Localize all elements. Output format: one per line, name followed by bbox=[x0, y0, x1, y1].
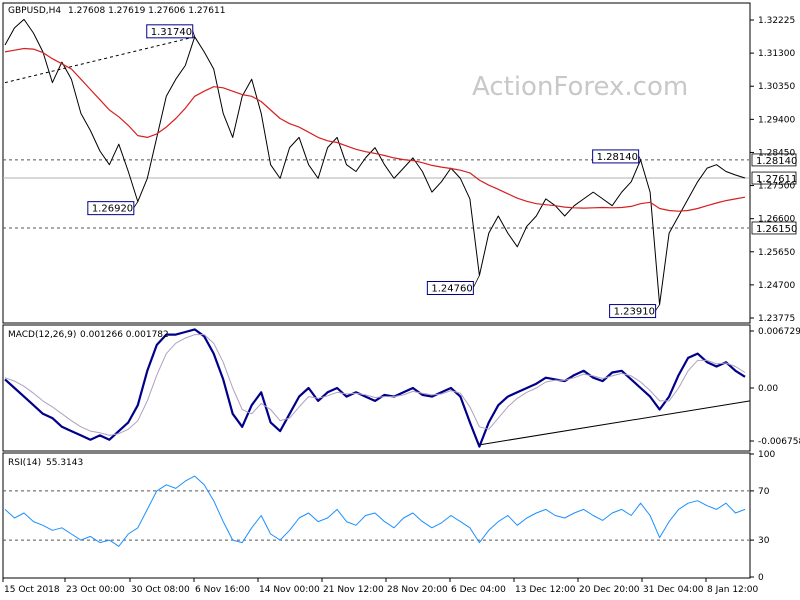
price-trendline bbox=[4, 36, 195, 84]
annotation-box bbox=[426, 280, 474, 295]
x-tick-label: 31 Dec 04:00 bbox=[643, 585, 704, 595]
price-ytick-label: 1.27500 bbox=[758, 182, 795, 192]
price-symbol: GBPUSD,H4 bbox=[8, 6, 61, 16]
annotation-box bbox=[146, 24, 194, 39]
macd-line bbox=[4, 328, 746, 448]
rsi-value: 55.3143 bbox=[46, 458, 83, 468]
annotation-label: 1.24760 bbox=[431, 283, 472, 294]
price-level-tag bbox=[751, 221, 797, 235]
x-tick-label: 15 Oct 2018 bbox=[4, 585, 60, 595]
x-tick-label: 30 Oct 08:00 bbox=[131, 585, 190, 595]
price-level-tag-label: 1.27611 bbox=[756, 174, 797, 185]
annotation-box bbox=[609, 304, 657, 319]
price-ytick-label: 1.25650 bbox=[758, 248, 795, 258]
rsi-line bbox=[4, 475, 746, 547]
macd-ytick-label: 0.00 bbox=[758, 384, 778, 394]
moving-average-line bbox=[4, 47, 746, 212]
annotation-label: 1.26920 bbox=[92, 204, 133, 215]
rsi-ytick-label: 0 bbox=[758, 573, 764, 583]
price-ytick-label: 1.32225 bbox=[758, 16, 795, 26]
rsi-label: RSI(14) bbox=[8, 458, 41, 468]
macd-ytick-label: 0.006729 bbox=[758, 327, 800, 337]
price-level-tag-label: 1.26150 bbox=[756, 224, 797, 235]
price-level-tag-label: 1.28140 bbox=[756, 156, 797, 167]
price-ohlc: 1.27608 1.27619 1.27606 1.27611 bbox=[68, 6, 225, 16]
annotation-label: 1.28140 bbox=[597, 152, 638, 163]
price-level-tag bbox=[751, 153, 797, 167]
x-tick-label: 13 Dec 12:00 bbox=[515, 585, 576, 595]
x-tick-label: 21 Nov 12:00 bbox=[323, 585, 384, 595]
price-pane-border bbox=[2, 2, 751, 324]
price-ytick-label: 1.24700 bbox=[758, 281, 795, 291]
x-tick-label: 28 Nov 20:00 bbox=[387, 585, 448, 595]
annotation-box bbox=[87, 201, 135, 216]
price-ytick-label: 1.26600 bbox=[758, 215, 795, 225]
annotation-connector bbox=[473, 275, 480, 288]
x-tick-label: 14 Nov 00:00 bbox=[259, 585, 320, 595]
annotation-label: 1.31740 bbox=[151, 27, 192, 38]
price-level-tag bbox=[751, 171, 797, 185]
rsi-ytick-label: 70 bbox=[758, 487, 770, 497]
annotation-connector bbox=[133, 201, 139, 208]
rsi-pane-border bbox=[2, 452, 751, 579]
price-ytick-label: 1.23775 bbox=[758, 314, 795, 324]
macd-values: 0.001266 0.001782 bbox=[80, 330, 169, 340]
x-tick-label: 20 Dec 20:00 bbox=[579, 585, 640, 595]
price-ytick-label: 1.31300 bbox=[758, 49, 795, 59]
macd-signal-line bbox=[4, 334, 746, 436]
price-ytick-label: 1.29400 bbox=[758, 115, 795, 125]
x-tick-label: 6 Nov 16:00 bbox=[195, 585, 250, 595]
annotation-connector bbox=[655, 304, 660, 311]
price-ytick-label: 1.28450 bbox=[758, 148, 795, 158]
annotation-box bbox=[592, 149, 640, 164]
watermark: ActionForex.com bbox=[472, 72, 688, 102]
x-tick-label: 6 Dec 04:00 bbox=[451, 585, 506, 595]
macd-label: MACD(12,26,9) bbox=[8, 330, 76, 340]
macd-ytick-label: -0.006758 bbox=[758, 437, 800, 447]
x-tick-label: 23 Oct 00:00 bbox=[66, 585, 125, 595]
rsi-ytick-label: 100 bbox=[758, 450, 775, 460]
price-ytick-label: 1.30350 bbox=[758, 82, 795, 92]
macd-trendline bbox=[479, 400, 751, 446]
rsi-ytick-label: 30 bbox=[758, 536, 770, 546]
annotation-label: 1.23910 bbox=[614, 307, 655, 318]
x-tick-label: 8 Jan 12:00 bbox=[707, 585, 759, 595]
price-line bbox=[4, 18, 746, 306]
